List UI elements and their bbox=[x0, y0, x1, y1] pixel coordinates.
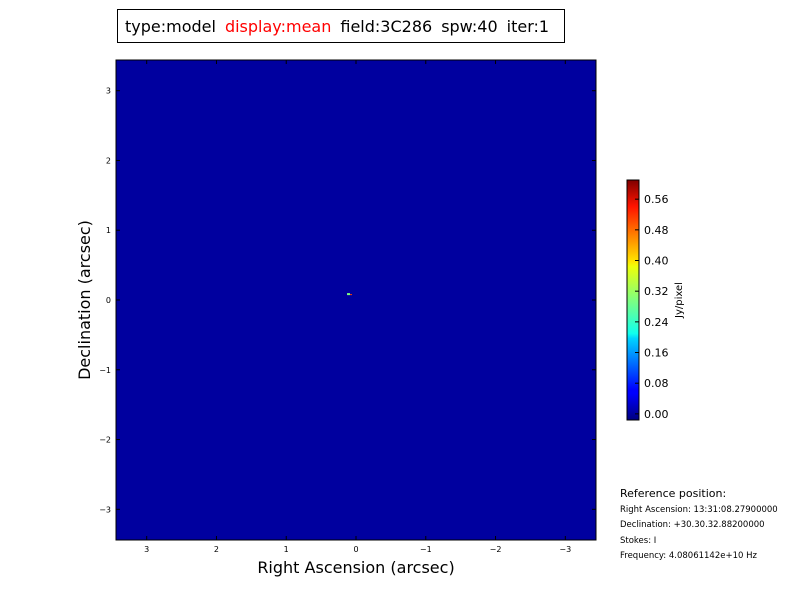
reference-frequency: Frequency: 4.08061142e+10 Hz bbox=[620, 551, 757, 561]
y-tick-label: 1 bbox=[106, 226, 111, 235]
title-iter: iter:1 bbox=[506, 16, 550, 36]
title-box: type:model display:mean field:3C286 spw:… bbox=[117, 9, 565, 43]
x-tick-label: 0 bbox=[353, 545, 358, 554]
reference-stokes: Stokes: I bbox=[620, 535, 657, 546]
y-tick-label: −3 bbox=[99, 505, 111, 514]
colorbar-label: Jy/pixel bbox=[674, 282, 685, 319]
source-pixel bbox=[350, 294, 353, 296]
y-tick-label: 0 bbox=[106, 296, 111, 305]
x-tick-label: −1 bbox=[420, 545, 432, 554]
reference-dec: Declination: +30.30.32.88200000 bbox=[620, 520, 765, 530]
colorbar-tick-label: 0.00 bbox=[644, 408, 669, 421]
reference-ra: Right Ascension: 13:31:08.27900000 bbox=[620, 504, 778, 515]
colorbar-tick-label: 0.24 bbox=[644, 316, 669, 329]
y-tick-label: −2 bbox=[99, 436, 111, 445]
title-type: type:model bbox=[125, 16, 216, 36]
y-axis-label: Declination (arcsec) bbox=[75, 220, 94, 380]
x-tick-label: −2 bbox=[490, 545, 502, 554]
title-display: display:mean bbox=[224, 16, 332, 36]
x-axis-label: Right Ascension (arcsec) bbox=[257, 558, 454, 577]
colorbar-tick-label: 0.40 bbox=[644, 255, 669, 268]
colorbar-tick-label: 0.48 bbox=[644, 224, 669, 237]
reference-header: Reference position: bbox=[620, 487, 727, 500]
x-tick-label: 3 bbox=[144, 545, 149, 554]
title-spw: spw:40 bbox=[441, 16, 498, 36]
x-tick-label: −3 bbox=[559, 545, 571, 554]
x-tick-label: 2 bbox=[214, 545, 219, 554]
x-tick-label: 1 bbox=[284, 545, 289, 554]
colorbar-tick-label: 0.08 bbox=[644, 377, 669, 390]
reference-position: Reference position: Right Ascension: 13:… bbox=[620, 486, 778, 565]
colorbar bbox=[626, 179, 640, 421]
y-tick-label: 2 bbox=[106, 156, 111, 165]
colorbar-tick-label: 0.16 bbox=[644, 347, 669, 360]
source-peak bbox=[347, 293, 351, 296]
colorbar-tick-label: 0.32 bbox=[644, 285, 669, 298]
title-field: field:3C286 bbox=[340, 16, 433, 36]
y-tick-label: −1 bbox=[99, 366, 111, 375]
image-background bbox=[116, 60, 596, 540]
source-pixels bbox=[347, 293, 353, 296]
colorbar-tick-label: 0.56 bbox=[644, 193, 669, 206]
y-tick-label: 3 bbox=[106, 87, 111, 96]
